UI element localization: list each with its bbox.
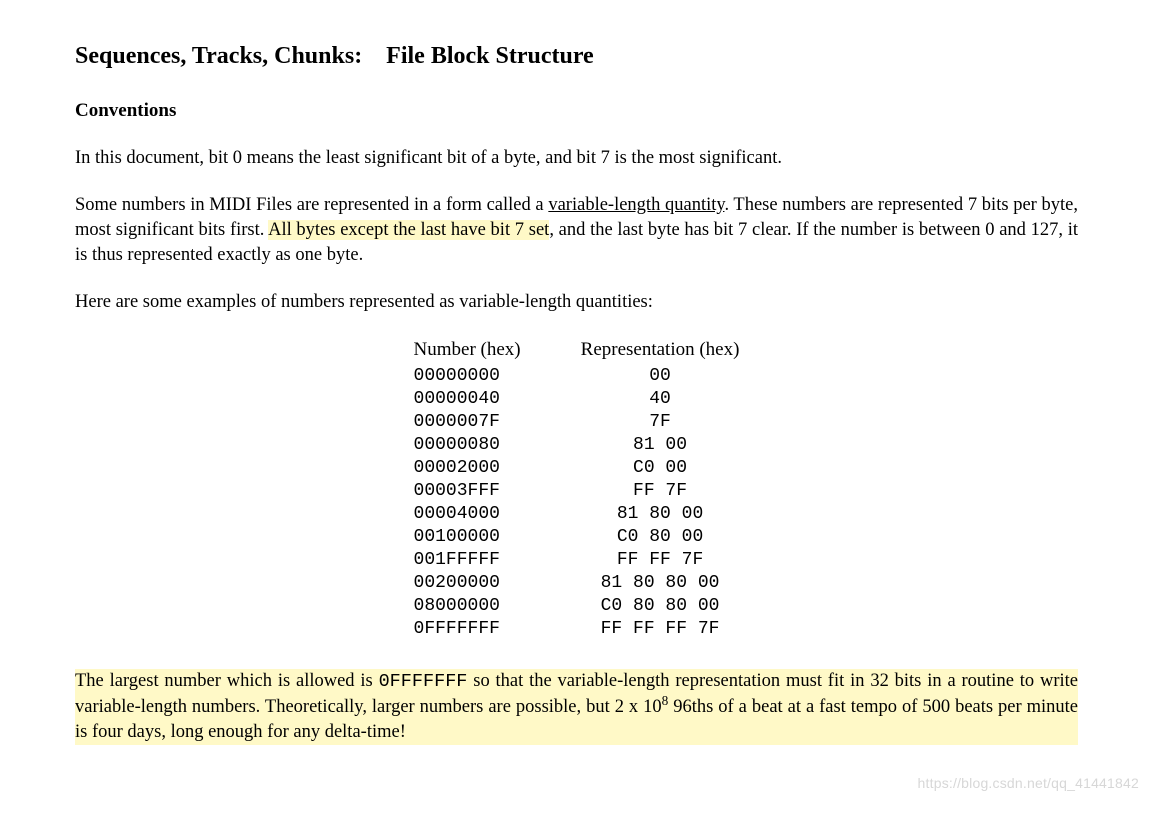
cell-representation: C0 80 80 00: [551, 595, 770, 618]
cell-number: 00000000: [384, 365, 551, 388]
table-row: 0000007F7F: [384, 411, 770, 434]
table-row: 00003FFFFF 7F: [384, 480, 770, 503]
page-title: Sequences, Tracks, Chunks: File Block St…: [75, 40, 1078, 72]
code-max-value: 0FFFFFFF: [379, 671, 468, 692]
text-segment: Some numbers in MIDI Files are represent…: [75, 195, 548, 215]
cell-number: 00002000: [384, 457, 551, 480]
cell-number: 00003FFF: [384, 480, 551, 503]
cell-representation: C0 80 00: [551, 526, 770, 549]
paragraph-largest-number: The largest number which is allowed is 0…: [75, 669, 1078, 745]
subheading-conventions: Conventions: [75, 98, 1078, 124]
cell-representation: FF 7F: [551, 480, 770, 503]
table-row: 00100000C0 80 00: [384, 526, 770, 549]
cell-number: 00200000: [384, 572, 551, 595]
cell-representation: 00: [551, 365, 770, 388]
table-row: 08000000C0 80 80 00: [384, 595, 770, 618]
text-segment: The largest number which is allowed is: [75, 671, 379, 691]
paragraph-examples-intro: Here are some examples of numbers repres…: [75, 290, 1078, 315]
cell-representation: C0 00: [551, 457, 770, 480]
cell-number: 0FFFFFFF: [384, 618, 551, 641]
cell-number: 00000040: [384, 388, 551, 411]
cell-representation: 7F: [551, 411, 770, 434]
watermark-url: https://blog.csdn.net/qq_41441842: [918, 774, 1139, 793]
table-row: 0000400081 80 00: [384, 503, 770, 526]
cell-number: 08000000: [384, 595, 551, 618]
cell-representation: 81 80 00: [551, 503, 770, 526]
cell-representation: 40: [551, 388, 770, 411]
table-row: 0FFFFFFFFF FF FF 7F: [384, 618, 770, 641]
table-row: 001FFFFFFF FF 7F: [384, 549, 770, 572]
paragraph-vlq-intro: Some numbers in MIDI Files are represent…: [75, 193, 1078, 268]
table-row: 0000004040: [384, 388, 770, 411]
cell-number: 001FFFFF: [384, 549, 551, 572]
table-row: 0000000000: [384, 365, 770, 388]
cell-representation: 81 80 80 00: [551, 572, 770, 595]
term-vlq: variable-length quantity: [548, 195, 724, 215]
table-header-number: Number (hex): [384, 337, 551, 365]
cell-number: 00004000: [384, 503, 551, 526]
cell-number: 00100000: [384, 526, 551, 549]
paragraph-bit-definition: In this document, bit 0 means the least …: [75, 146, 1078, 171]
cell-representation: FF FF FF 7F: [551, 618, 770, 641]
cell-representation: FF FF 7F: [551, 549, 770, 572]
table-row: 00002000C0 00: [384, 457, 770, 480]
vlq-table: Number (hex) Representation (hex) 000000…: [384, 337, 770, 641]
table-row: 0020000081 80 80 00: [384, 572, 770, 595]
cell-representation: 81 00: [551, 434, 770, 457]
table-row: 0000008081 00: [384, 434, 770, 457]
cell-number: 00000080: [384, 434, 551, 457]
table-header-representation: Representation (hex): [551, 337, 770, 365]
vlq-table-wrapper: Number (hex) Representation (hex) 000000…: [75, 337, 1078, 641]
cell-number: 0000007F: [384, 411, 551, 434]
highlight-bit7-rule: All bytes except the last have bit 7 set: [268, 220, 549, 240]
